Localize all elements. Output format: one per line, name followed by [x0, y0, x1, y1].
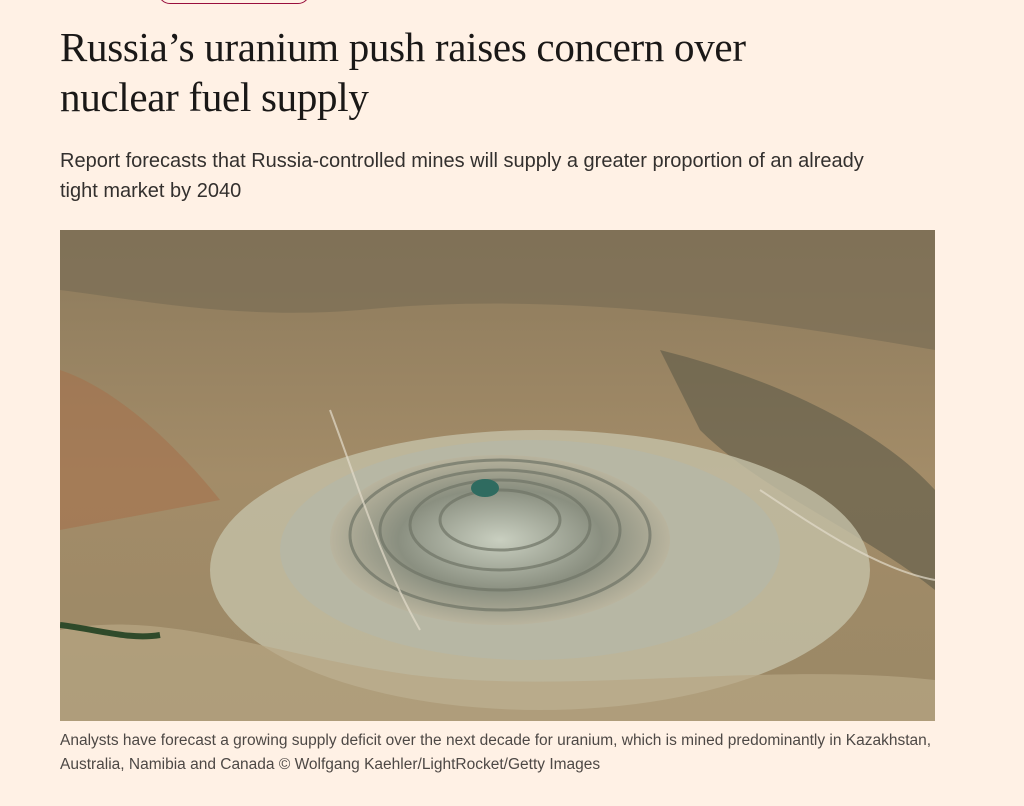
headline: Russia’s uranium push raises concern ove…: [60, 24, 746, 120]
topic-tag[interactable]: [158, 0, 310, 4]
image: [60, 230, 935, 721]
image-caption: Analysts have forecast a growing supply …: [60, 732, 932, 773]
standfirst: Report forecasts that Russia-controlled …: [60, 150, 864, 202]
